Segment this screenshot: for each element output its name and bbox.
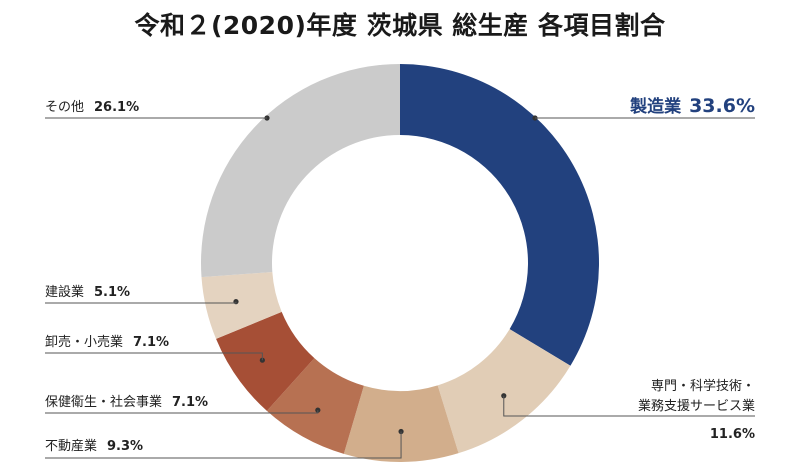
leader-line xyxy=(45,301,237,304)
slice-value: 11.6% xyxy=(710,427,755,442)
slice-label: 業務支援サービス業 xyxy=(638,398,755,414)
chart-title: 令和２(2020)年度 茨城県 総生産 各項目割合 xyxy=(134,11,666,40)
leader-line xyxy=(45,431,402,459)
leader-line xyxy=(45,410,319,414)
slice-label: その他 26.1% xyxy=(45,100,139,115)
leader-line xyxy=(503,395,755,417)
donut-slice xyxy=(201,64,400,278)
donut-slice xyxy=(216,311,315,411)
donut-slice xyxy=(266,358,364,454)
slice-label: 卸売・小売業 7.1% xyxy=(45,334,169,350)
slice-label: 建設業 5.1% xyxy=(45,284,130,300)
slice-label: 製造業 33.6% xyxy=(629,95,755,117)
slice-label: 専門・科学技術・ xyxy=(651,378,755,394)
donut-slice xyxy=(437,329,571,454)
slice-label: 保健衛生・社会事業 7.1% xyxy=(45,394,208,410)
leader-line xyxy=(45,352,263,361)
donut-slice xyxy=(201,272,282,339)
donut-slice xyxy=(343,385,459,462)
donut-slice xyxy=(400,64,599,366)
slice-label: 不動産業 9.3% xyxy=(45,438,143,454)
